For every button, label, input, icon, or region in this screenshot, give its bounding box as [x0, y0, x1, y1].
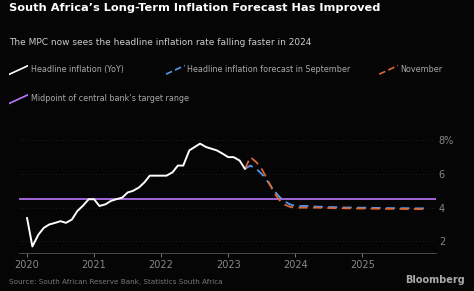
Text: Bloomberg: Bloomberg [405, 275, 465, 285]
Text: November: November [401, 65, 443, 74]
Text: Source: South African Reserve Bank, Statistics South Africa: Source: South African Reserve Bank, Stat… [9, 279, 223, 285]
Text: Headline inflation (YoY): Headline inflation (YoY) [31, 65, 124, 74]
Text: South Africa’s Long-Term Inflation Forecast Has Improved: South Africa’s Long-Term Inflation Forec… [9, 3, 381, 13]
Text: Midpoint of central bank’s target range: Midpoint of central bank’s target range [31, 95, 189, 103]
Text: Headline inflation forecast in September: Headline inflation forecast in September [187, 65, 350, 74]
Text: The MPC now sees the headline inflation rate falling faster in 2024: The MPC now sees the headline inflation … [9, 38, 312, 47]
